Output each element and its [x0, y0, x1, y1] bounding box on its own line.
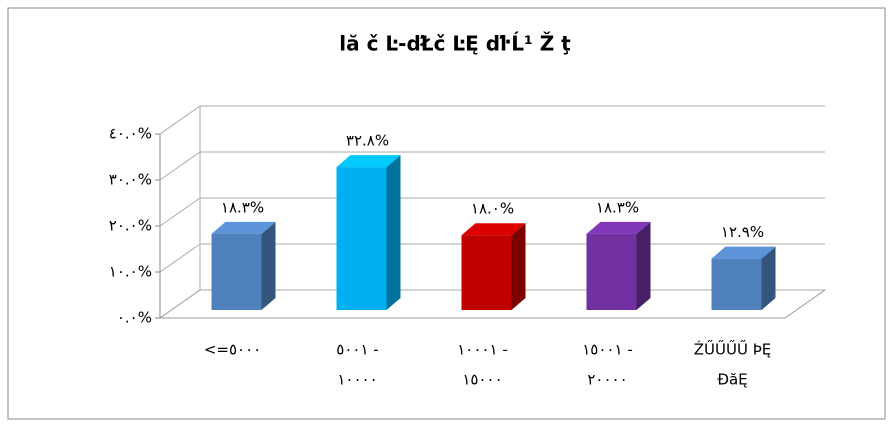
data-label: ٣٢.٨%	[346, 132, 389, 150]
chart-title: lă č Ŀ-ďŁč ĿĘ ďŀĹ¹ Ž ţ	[339, 32, 571, 56]
grid-line	[159, 243, 201, 273]
grid-line	[159, 105, 201, 135]
bar-side	[636, 221, 651, 310]
data-label: ١٨.٠%	[471, 200, 514, 218]
x-tick-label: ١٠٠٠٠	[337, 371, 377, 389]
bar-side	[261, 221, 276, 310]
bar	[586, 233, 637, 310]
grid-line	[159, 289, 201, 319]
x-tick-label: ٢٠٠٠٠	[587, 371, 627, 389]
y-tick-label: ٠.٠%	[117, 309, 152, 327]
bar-top	[336, 155, 401, 168]
y-tick-label: ١٠.٠%	[109, 263, 152, 281]
grid-line	[159, 197, 201, 227]
y-tick-label: ٣٠.٠%	[109, 171, 152, 189]
y-tick-label: ٢٠.٠%	[109, 217, 152, 235]
bar-side	[511, 223, 526, 310]
bar-top	[461, 223, 526, 236]
bar-side	[386, 155, 401, 310]
grid-line	[159, 151, 201, 181]
data-label: ١٨.٣%	[221, 198, 264, 216]
x-tick-label: ٥٠٠١ -	[336, 341, 378, 359]
x-tick-label: ١٠٠٠١ -	[457, 341, 507, 359]
bar	[211, 233, 262, 310]
bar	[711, 258, 762, 310]
bar	[461, 235, 512, 310]
x-tick-label: ١٥٠٠٠	[462, 371, 502, 389]
data-label: ١٢.٩%	[721, 223, 764, 241]
x-tick-label: <=٥٠٠٠	[204, 341, 261, 359]
chart-frame	[7, 7, 886, 420]
x-tick-label: ŹŰŰŰŰ ÞĘ	[694, 339, 772, 359]
bar-top	[586, 221, 651, 234]
x-tick-label: ĐăĘ	[717, 371, 747, 389]
y-tick-label: ٤٠.٠%	[109, 125, 152, 143]
bar-top	[711, 246, 776, 259]
bar-top	[211, 221, 276, 234]
data-label: ١٨.٣%	[596, 198, 639, 216]
x-tick-label: ١٥٠٠١ -	[582, 341, 632, 359]
bar	[336, 167, 387, 310]
bar-side	[761, 246, 776, 310]
